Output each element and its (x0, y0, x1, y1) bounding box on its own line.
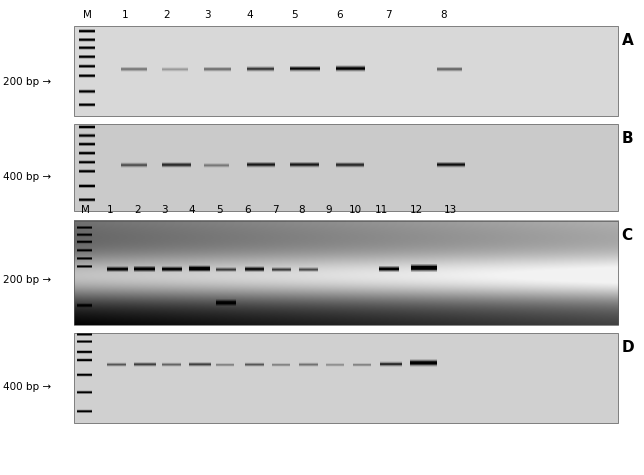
Text: A: A (621, 33, 633, 48)
Text: M: M (80, 205, 90, 215)
Bar (74, 332, 618, 423)
Bar (74, 221, 618, 325)
Text: 12: 12 (410, 205, 423, 215)
Text: D: D (621, 340, 634, 355)
Text: 7: 7 (272, 205, 278, 215)
Text: 5: 5 (292, 10, 298, 20)
Text: 2: 2 (134, 205, 140, 215)
Text: 13: 13 (444, 205, 457, 215)
Text: 4: 4 (247, 10, 253, 20)
Text: 10: 10 (349, 205, 362, 215)
Text: 2: 2 (163, 10, 169, 20)
Text: 200 bp →: 200 bp → (3, 275, 52, 285)
Text: 6: 6 (245, 205, 251, 215)
Text: 1: 1 (122, 10, 129, 20)
Bar (74, 124, 618, 211)
Text: 3: 3 (162, 205, 168, 215)
Text: M: M (82, 10, 91, 20)
Text: B: B (621, 131, 633, 146)
Text: 6: 6 (337, 10, 343, 20)
Text: 8: 8 (299, 205, 305, 215)
Text: 3: 3 (204, 10, 211, 20)
Bar (74, 26, 618, 116)
Text: 400 bp →: 400 bp → (3, 171, 52, 182)
Text: 4: 4 (189, 205, 195, 215)
Text: C: C (621, 228, 632, 243)
Text: 7: 7 (385, 10, 392, 20)
Text: 1: 1 (107, 205, 113, 215)
Text: 400 bp →: 400 bp → (3, 382, 52, 392)
Text: 9: 9 (326, 205, 332, 215)
Text: 200 bp →: 200 bp → (3, 76, 52, 87)
Text: 8: 8 (440, 10, 446, 20)
Text: 11: 11 (375, 205, 388, 215)
Text: 5: 5 (216, 205, 223, 215)
